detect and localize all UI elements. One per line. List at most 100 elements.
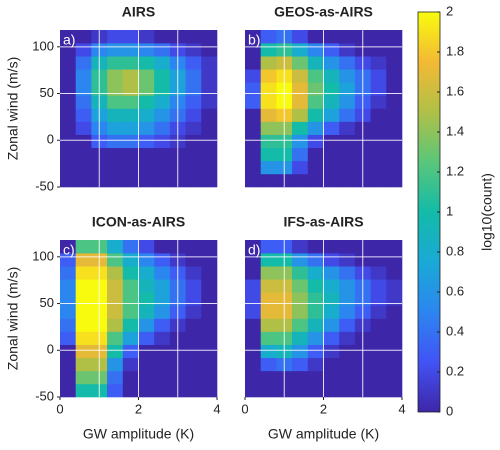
- heatmap-cell: [339, 318, 356, 332]
- heatmap-cell: [107, 292, 124, 306]
- heatmap-cell: [370, 279, 387, 293]
- heatmap-cell: [138, 69, 155, 83]
- heatmap-cell: [185, 305, 202, 319]
- heatmap-cell: [107, 357, 124, 372]
- x-tick-label: 4: [213, 401, 220, 416]
- heatmap-cell: [323, 279, 340, 293]
- heatmap-cell: [138, 344, 155, 359]
- heatmap-cell: [138, 240, 155, 254]
- y-tick-label: 100: [32, 38, 54, 53]
- heatmap-cell: [154, 344, 171, 359]
- colorbar-tick-label: 2: [446, 3, 453, 18]
- heatmap-cell: [107, 69, 124, 83]
- heatmap-cell: [307, 108, 324, 122]
- heatmap-cell: [339, 173, 356, 188]
- panel-title: AIRS: [122, 4, 155, 20]
- heatmap-cell: [260, 357, 277, 372]
- heatmap-cell: [185, 357, 202, 372]
- y-tick-label: 50: [40, 295, 54, 310]
- heatmap-cell: [154, 383, 171, 398]
- heatmap-cell: [185, 253, 202, 267]
- heatmap-cell: [122, 331, 139, 345]
- heatmap-cell: [292, 253, 309, 267]
- heatmap-cell: [107, 370, 124, 385]
- heatmap-cell: [307, 370, 324, 385]
- heatmap-cell: [201, 82, 218, 96]
- heatmap-cell: [307, 240, 324, 254]
- heatmap-cell: [386, 292, 403, 306]
- panel-label: c): [63, 242, 75, 258]
- heatmap-cell: [245, 370, 261, 385]
- heatmap-cell: [307, 82, 324, 96]
- heatmap-cell: [201, 292, 218, 306]
- heatmap-cell: [185, 121, 202, 135]
- colorbar-tick-label: 1.4: [446, 123, 464, 138]
- heatmap-cell: [107, 331, 124, 345]
- heatmap-cell: [386, 173, 403, 188]
- heatmap-cell: [260, 108, 277, 122]
- heatmap-cell: [154, 266, 171, 280]
- heatmap-cell: [185, 43, 202, 57]
- heatmap-cell: [260, 266, 277, 280]
- heatmap-cell: [122, 383, 139, 398]
- heatmap-cell: [138, 292, 155, 306]
- heatmap-cell: [292, 357, 309, 372]
- heatmap-cell: [201, 331, 218, 345]
- heatmap-cell: [292, 69, 309, 83]
- heatmap-cell: [122, 160, 139, 175]
- heatmap-cell: [323, 147, 340, 162]
- heatmap-cell: [138, 147, 155, 162]
- heatmap-cell: [323, 134, 340, 149]
- heatmap-cell: [185, 292, 202, 306]
- heatmap-cell: [154, 56, 171, 70]
- heatmap-cell: [154, 292, 171, 306]
- heatmap-cell: [122, 69, 139, 83]
- heatmap-cell: [245, 266, 261, 280]
- heatmap-cell: [75, 43, 92, 57]
- heatmap-cell: [260, 134, 277, 149]
- heatmap-cell: [386, 318, 403, 332]
- heatmap-cell: [75, 318, 92, 332]
- heatmap-cell: [107, 147, 124, 162]
- y-tick-label: 0: [47, 132, 54, 147]
- heatmap-cell: [245, 344, 261, 359]
- heatmap-cell: [122, 43, 139, 57]
- heatmap-cell: [292, 292, 309, 306]
- heatmap-cell: [339, 43, 356, 57]
- heatmap-cell: [370, 147, 387, 162]
- heatmap-cell: [107, 279, 124, 293]
- heatmap-cell: [185, 331, 202, 345]
- heatmap-cell: [60, 357, 76, 372]
- heatmap-cell: [75, 173, 92, 188]
- heatmap-cell: [292, 370, 309, 385]
- heatmap-cell: [307, 266, 324, 280]
- heatmap-cell: [60, 383, 76, 398]
- heatmap-cell: [323, 383, 340, 398]
- heatmap-cell: [245, 134, 261, 149]
- heatmap-cell: [307, 30, 324, 44]
- heatmap-cell: [154, 370, 171, 385]
- heatmap-cell: [138, 266, 155, 280]
- heatmap-cell: [307, 331, 324, 345]
- heatmap-cell: [386, 279, 403, 293]
- heatmap-cell: [154, 43, 171, 57]
- heatmap-cell: [201, 266, 218, 280]
- heatmap-cell: [75, 56, 92, 70]
- heatmap-cell: [323, 331, 340, 345]
- heatmap-cell: [107, 134, 124, 149]
- heatmap-cell: [292, 108, 309, 122]
- heatmap-cell: [75, 344, 92, 359]
- heatmap-cell: [370, 30, 387, 44]
- y-tick-label: -50: [35, 178, 54, 193]
- x-axis-label: GW amplitude (K): [268, 426, 379, 442]
- heatmap-cell: [107, 95, 124, 109]
- heatmap-cell: [154, 331, 171, 345]
- heatmap-cell: [292, 240, 309, 254]
- heatmap-cell: [107, 266, 124, 280]
- heatmap-cell: [339, 82, 356, 96]
- heatmap-cell: [75, 160, 92, 175]
- heatmap-cell: [154, 147, 171, 162]
- heatmap-cell: [339, 69, 356, 83]
- heatmap-cell: [138, 357, 155, 372]
- panel-title: GEOS-as-AIRS: [274, 4, 373, 20]
